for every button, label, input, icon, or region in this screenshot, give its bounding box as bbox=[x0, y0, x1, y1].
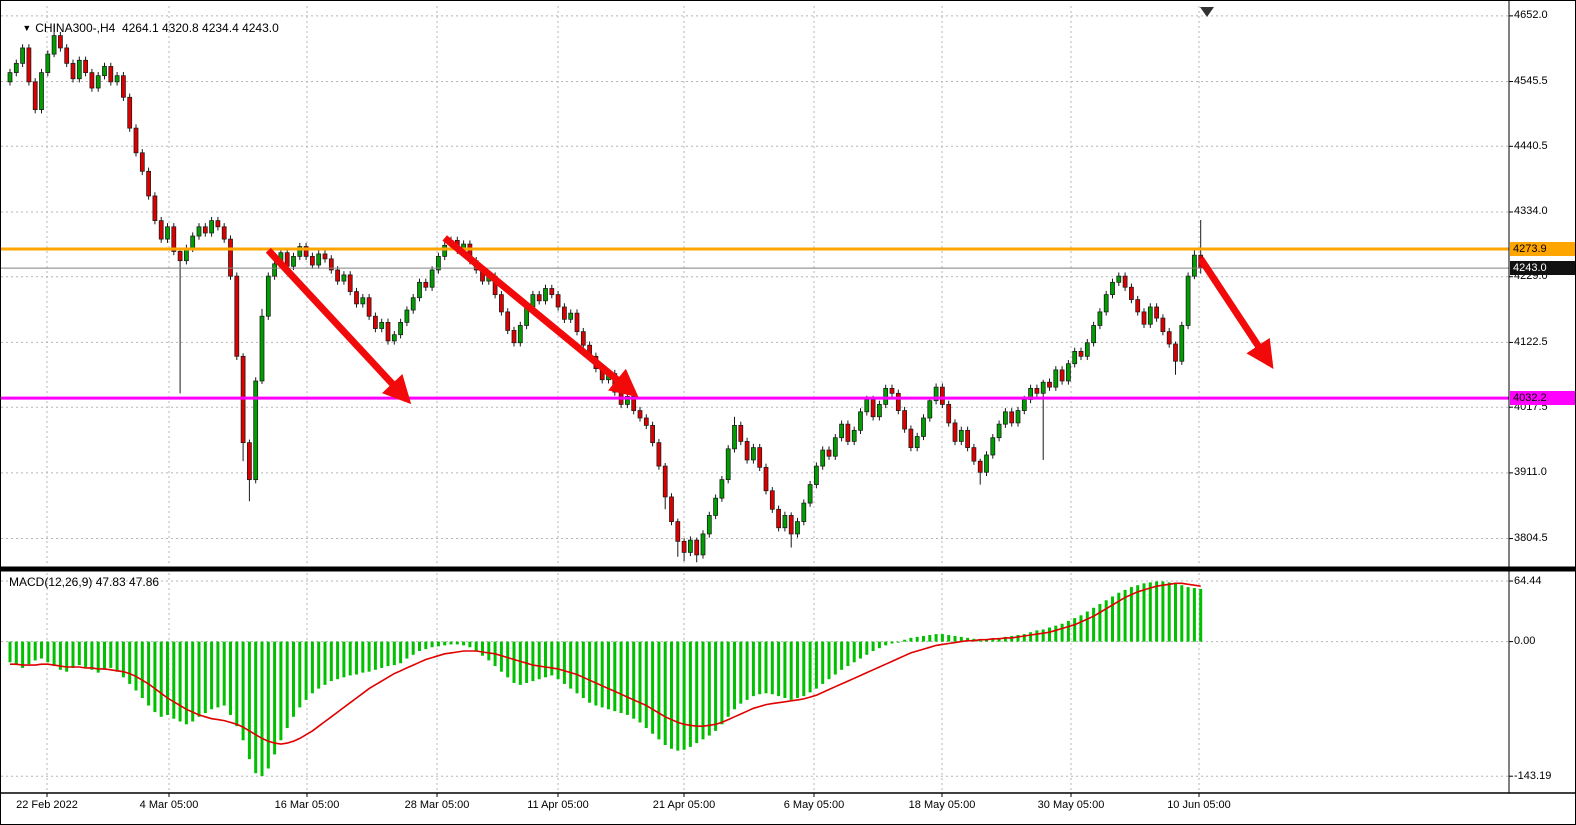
chart-title: ▼ CHINA300-,H4 4264.1 4320.8 4234.4 4243.… bbox=[9, 7, 279, 49]
macd-histogram bbox=[8, 581, 1203, 777]
current-price-tag: 4243.0 bbox=[1510, 261, 1575, 276]
time-axis-label: 16 Mar 05:00 bbox=[274, 799, 340, 811]
trend-arrow[interactable] bbox=[265, 247, 412, 405]
time-axis-label: 10 Jun 05:00 bbox=[1167, 799, 1231, 811]
price-axis-label: 0.00 bbox=[1514, 635, 1536, 648]
trend-arrow[interactable] bbox=[442, 235, 639, 398]
macd-signal-line bbox=[10, 582, 1201, 745]
price-axis-label: 4122.5 bbox=[1514, 335, 1548, 348]
price-axis-label: 3911.0 bbox=[1514, 466, 1547, 479]
price-axis-label: 4440.5 bbox=[1514, 139, 1548, 152]
time-axis-label: 18 May 05:00 bbox=[908, 799, 976, 811]
trend-arrow[interactable] bbox=[1197, 256, 1274, 369]
time-axis-label: 28 Mar 05:00 bbox=[404, 799, 470, 811]
panel-separator[interactable] bbox=[1, 566, 1576, 572]
time-axis-label: 4 Mar 05:00 bbox=[139, 799, 199, 811]
grid bbox=[1, 6, 1509, 792]
axis-ticks bbox=[46, 15, 1513, 797]
chart-shift-marker-icon[interactable] bbox=[1200, 7, 1214, 17]
time-axis-label: 6 May 05:00 bbox=[783, 799, 845, 811]
time-axis-label: 22 Feb 2022 bbox=[16, 799, 78, 811]
price-axis-label: 4652.0 bbox=[1514, 9, 1548, 22]
chart-title-text: CHINA300-,H4 4264.1 4320.8 4234.4 4243.0 bbox=[35, 21, 279, 35]
time-axis-label: 21 Apr 05:00 bbox=[652, 799, 716, 811]
time-axis-label: 11 Apr 05:00 bbox=[527, 799, 589, 811]
support-price-value: 4032.2 bbox=[1513, 392, 1547, 405]
price-axis-label: 3804.5 bbox=[1514, 532, 1548, 545]
price-axis-label: 4334.0 bbox=[1514, 205, 1548, 218]
trend-arrows bbox=[265, 235, 1274, 405]
symbol-marker-icon: ▼ bbox=[22, 23, 32, 33]
price-axis-label: 64.44 bbox=[1514, 574, 1542, 587]
resistance-price-value: 4273.9 bbox=[1513, 243, 1547, 256]
macd-label: MACD(12,26,9) 47.83 47.86 bbox=[9, 575, 160, 589]
time-axis-label: 30 May 05:00 bbox=[1037, 799, 1105, 811]
price-axis-label: -143.19 bbox=[1514, 769, 1552, 782]
price-axis-label: 4545.5 bbox=[1514, 75, 1548, 88]
current-price-value: 4243.0 bbox=[1513, 262, 1547, 275]
support-price-tag: 4032.2 bbox=[1510, 391, 1575, 406]
resistance-price-tag: 4273.9 bbox=[1510, 242, 1575, 257]
